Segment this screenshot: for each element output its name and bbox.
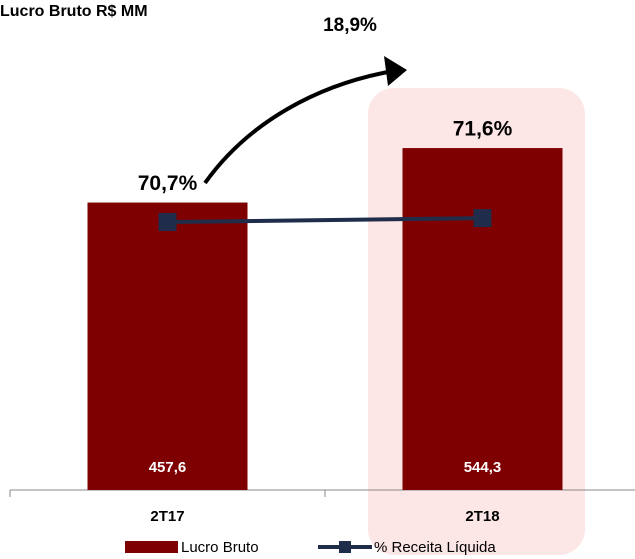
bar <box>402 148 563 491</box>
chart-title: Lucro Bruto R$ MM <box>0 3 148 20</box>
legend-swatch-marker <box>339 541 351 553</box>
bar-value-label: 544,3 <box>464 459 502 476</box>
line-marker <box>158 213 177 232</box>
annotation: 18,9% <box>323 15 377 36</box>
line-value-label: 70,7% <box>138 172 198 195</box>
bar <box>87 202 248 491</box>
x-tick-label: 2T17 <box>150 508 184 525</box>
growth-arrow <box>203 70 389 185</box>
arrow-head <box>384 56 407 86</box>
legend-label: % Receita Líquida <box>374 539 496 556</box>
line-marker <box>473 209 492 228</box>
line-value-label: 71,6% <box>453 118 513 141</box>
x-tick-label: 2T18 <box>465 508 499 525</box>
bar-value-label: 457,6 <box>149 459 187 476</box>
legend-swatch <box>125 541 178 553</box>
line <box>167 216 483 225</box>
legend-label: Lucro Bruto <box>181 539 259 556</box>
